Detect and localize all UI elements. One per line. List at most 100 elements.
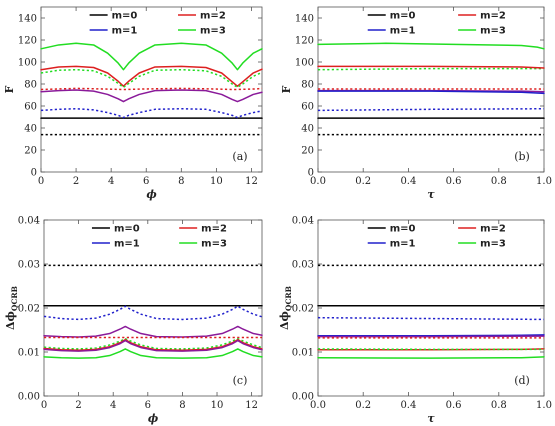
series-m1-solid-line (43, 325, 263, 338)
x-tick-label: 0.6 (446, 400, 462, 411)
legend-label-m1: m=1 (390, 26, 416, 37)
series-m1-dotted-line (317, 108, 545, 112)
y-tick-label: 0 (308, 168, 314, 179)
x-tick-label: 2 (73, 176, 79, 187)
y-tick-label: 60 (24, 102, 37, 113)
plot-frame (317, 219, 545, 397)
y-tick-label: 0.01 (292, 348, 314, 359)
y-tick-label: 0.00 (18, 392, 40, 403)
panel-label: (a) (232, 150, 247, 163)
panel-label: (d) (514, 374, 530, 387)
legend-label-m3: m=3 (201, 239, 227, 250)
x-tick-label: 0.4 (400, 400, 416, 411)
y-tick-label: 0.02 (292, 304, 314, 315)
x-tick-label: 0.2 (355, 400, 371, 411)
y-tick-label: 0.04 (292, 216, 314, 227)
x-tick-label: 0.0 (310, 400, 326, 411)
x-tick-label: 6 (145, 400, 151, 411)
x-tick-label: 1.0 (536, 400, 552, 411)
x-tick-label: 12 (245, 400, 258, 411)
panel-label: (b) (514, 150, 530, 163)
series-m2-solid-line (43, 339, 263, 352)
y-tick-label: 40 (24, 124, 37, 135)
x-tick-label: 10 (211, 400, 224, 411)
y-tick-label: 80 (24, 80, 37, 91)
y-tick-label: 20 (301, 146, 314, 157)
x-tick-label: 2 (75, 400, 81, 411)
x-tick-label: 0 (41, 400, 47, 411)
series-m3-solid-line (317, 42, 545, 50)
x-tick-label: 6 (143, 176, 149, 187)
y-axis-label: F (280, 85, 293, 93)
legend-label-m0: m=0 (390, 224, 416, 235)
y-axis-label: F (3, 85, 16, 93)
y-axis-label: ΔϕQCRB (278, 286, 293, 330)
legend-label-m1: m=1 (390, 239, 416, 250)
x-tick-label: 0.8 (491, 176, 507, 187)
y-tick-label: 60 (301, 102, 314, 113)
y-tick-label: 40 (301, 124, 314, 135)
legend-label-m1: m=1 (114, 239, 140, 250)
x-tick-label: 8 (179, 400, 185, 411)
x-axis-label: τ (427, 188, 435, 201)
series-m3-solid-line (317, 356, 545, 359)
series-m2-solid-line (317, 65, 545, 69)
series-m1-solid-line (317, 90, 545, 95)
legend-label-m3: m=3 (200, 26, 226, 37)
y-tick-label: 120 (18, 36, 37, 47)
series-m2-solid-line (40, 65, 263, 87)
y-tick-label: 0.03 (18, 260, 40, 271)
x-tick-label: 0.8 (491, 400, 507, 411)
series-m2-solid-line (43, 338, 263, 351)
y-tick-label: 120 (295, 36, 314, 47)
series-m3-solid-line (40, 42, 263, 71)
series-m1-dotted-line (317, 316, 545, 321)
x-tick-label: 0.2 (355, 176, 371, 187)
plot-frame (43, 219, 263, 397)
panel-b: 0.0 0.2 0.4 0.6 0.8 1.0 0 20 40 60 80 100 120 140 m=0 m… (280, 6, 552, 201)
x-axis-label: τ (427, 412, 435, 425)
x-tick-label: 0 (38, 176, 44, 187)
y-axis-label: ΔϕQCRB (4, 286, 19, 330)
panel-c: 0 2 4 6 8 10 12 0.00 0.01 0.02 0.03 0.04 m=0 m=1 m=2 m=… (4, 216, 263, 425)
y-tick-label: 0.02 (18, 304, 40, 315)
legend-label-m1: m=1 (112, 26, 138, 37)
y-tick-label: 0.01 (18, 348, 40, 359)
x-tick-label: 10 (210, 176, 223, 187)
legend-label-m2: m=2 (480, 11, 506, 22)
series-m1-dotted-line (40, 108, 263, 119)
series-m3-solid-line (43, 348, 263, 359)
x-tick-label: 4 (108, 176, 114, 187)
panel-label: (c) (233, 374, 248, 387)
y-tick-label: 0 (31, 168, 37, 179)
y-tick-label: 100 (18, 58, 37, 69)
legend-label-m2: m=2 (201, 224, 227, 235)
y-tick-label: 80 (301, 80, 314, 91)
x-tick-label: 8 (178, 176, 184, 187)
x-tick-label: 0.6 (446, 176, 462, 187)
series-m3-dotted-line (317, 67, 544, 71)
legend-label-m3: m=3 (480, 26, 506, 37)
y-tick-label: 140 (295, 14, 314, 25)
legend-label-m0: m=0 (114, 224, 140, 235)
x-tick-label: 0.0 (310, 176, 326, 187)
x-tick-label: 12 (245, 176, 258, 187)
legend-label-m3: m=3 (480, 239, 506, 250)
x-axis-label: ϕ (146, 188, 157, 201)
series-m1-solid-line (40, 89, 263, 103)
x-axis-label: ϕ (148, 412, 159, 425)
x-tick-label: 1.0 (536, 176, 552, 187)
legend-label-m0: m=0 (390, 11, 416, 22)
x-tick-label: 0.4 (400, 176, 416, 187)
legend-label-m2: m=2 (200, 11, 226, 22)
y-tick-label: 0.04 (18, 216, 40, 227)
series-m1-solid-line (317, 334, 545, 337)
series-m1-dotted-line (43, 305, 263, 321)
y-tick-label: 100 (295, 58, 314, 69)
panel-d: 0.0 0.2 0.4 0.6 0.8 1.0 0.00 0.01 0.02 0.03 0.04 m=… (278, 216, 552, 426)
x-tick-label: 4 (110, 400, 116, 411)
y-tick-label: 0.00 (292, 392, 314, 403)
y-tick-label: 140 (18, 14, 37, 25)
y-tick-label: 0.03 (292, 260, 314, 271)
